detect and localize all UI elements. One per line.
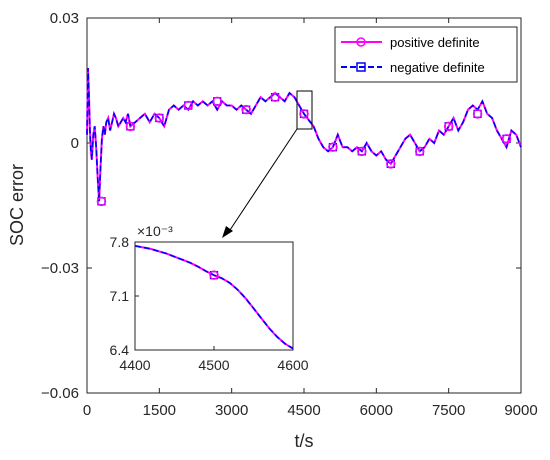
- y-axis-label: SOC error: [7, 164, 27, 246]
- x-tick-label: 1500: [143, 402, 176, 419]
- inset-series-lines: [134, 244, 294, 350]
- inset-x-tick-label: 4500: [198, 357, 229, 373]
- inset-x-tick-label: 4400: [119, 357, 150, 373]
- y-tick-label: 0.03: [50, 10, 79, 27]
- y-tick-label: 0: [71, 135, 79, 152]
- main-series-lines: [86, 67, 522, 202]
- marker-positive-definite: [472, 109, 483, 119]
- marker-positive-definite: [125, 121, 136, 132]
- x-tick-label: 9000: [504, 402, 537, 419]
- x-axis-label: t/s: [294, 431, 313, 451]
- marker-positive-definite: [241, 104, 251, 115]
- series-negative-definite-line: [86, 67, 522, 202]
- marker-positive-definite: [414, 146, 425, 157]
- legend: positive definite negative definite: [334, 26, 518, 83]
- inset-scale-label: ×10⁻³: [137, 223, 173, 239]
- inset-plot-area: [134, 241, 294, 351]
- legend-marker-positive: [356, 37, 366, 47]
- x-tick-label: 7500: [432, 402, 465, 419]
- marker-positive-definite: [357, 146, 367, 157]
- legend-label-negative: negative definite: [390, 60, 485, 75]
- marker-positive-definite: [299, 109, 309, 119]
- main-ticks: 0 1500 3000 4500 6000 7500 9000 0.03 0 −0.03 −0.06: [41, 10, 538, 419]
- inset-y-tick-label: 6.4: [110, 342, 130, 358]
- inset-marker-positive-definite: [209, 270, 219, 280]
- marker-positive-definite: [501, 134, 512, 144]
- marker-positive-definite: [270, 92, 280, 102]
- legend-label-positive: positive definite: [390, 35, 480, 50]
- legend-marker-negative: [356, 62, 366, 72]
- marker-positive-definite: [154, 113, 165, 123]
- marker-positive-definite: [212, 96, 222, 107]
- inset-series-negative-definite-line: [134, 245, 294, 350]
- inset-y-tick-label: 7.8: [110, 234, 130, 250]
- zoom-region-box: [296, 90, 313, 130]
- x-tick-label: 0: [83, 402, 91, 419]
- marker-positive-definite: [328, 142, 338, 152]
- main-series-markers: [96, 92, 512, 207]
- y-tick-label: −0.03: [41, 260, 79, 277]
- legend-box: [334, 26, 518, 83]
- x-tick-label: 3000: [215, 402, 248, 419]
- x-tick-label: 6000: [360, 402, 393, 419]
- marker-positive-definite: [386, 159, 396, 169]
- zoom-arrow-head: [222, 226, 233, 238]
- inset-y-tick-label: 7.1: [110, 288, 130, 304]
- y-tick-label: −0.06: [41, 385, 79, 402]
- inset-series-markers: [209, 270, 219, 280]
- marker-positive-definite: [96, 196, 107, 207]
- marker-positive-definite: [443, 121, 454, 132]
- x-tick-label: 4500: [287, 402, 320, 419]
- marker-positive-definite: [183, 100, 194, 111]
- inset-ticks: 4400 4500 4600 7.8 7.1 6.4: [110, 234, 309, 373]
- inset-x-tick-label: 4600: [277, 357, 308, 373]
- zoom-arrow: [227, 128, 298, 234]
